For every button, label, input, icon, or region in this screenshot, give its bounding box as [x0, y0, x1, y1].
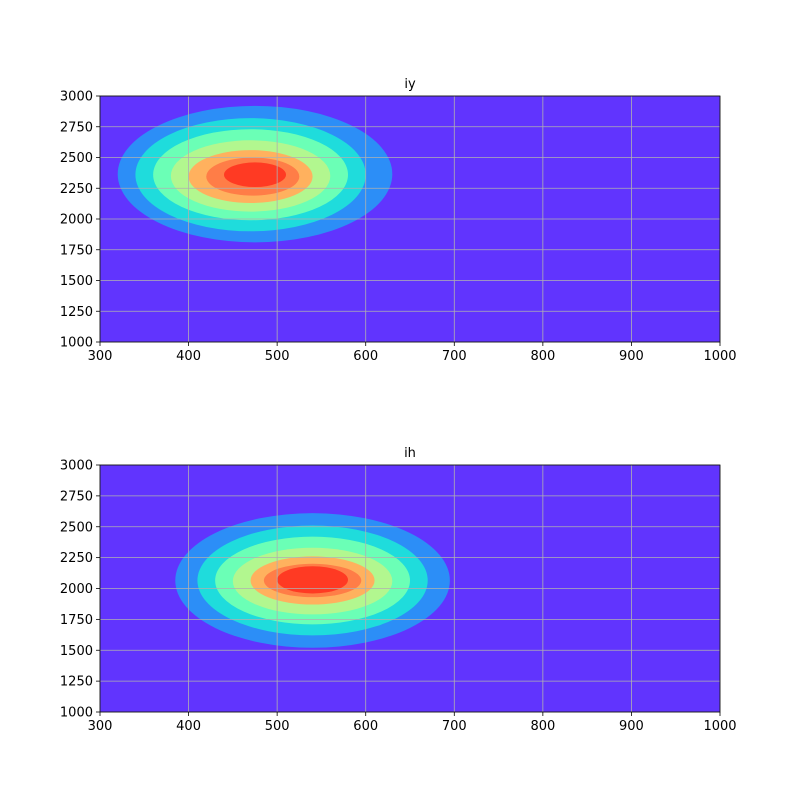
x-tick-label: 1000 — [703, 349, 736, 364]
x-tick-label: 900 — [619, 349, 644, 364]
y-tick-label: 1750 — [60, 243, 93, 258]
y-tick-label: 3000 — [60, 459, 93, 474]
y-tick-label: 1500 — [60, 644, 93, 659]
x-tick-label: 400 — [176, 349, 201, 364]
x-tick-label: 700 — [442, 349, 467, 364]
x-tick-label: 700 — [442, 719, 467, 734]
y-tick-label: 1500 — [60, 274, 93, 289]
x-tick-label: 500 — [265, 719, 290, 734]
x-tick-label: 300 — [88, 349, 113, 364]
contour-level-7 — [224, 162, 286, 188]
chart-iy: iy 300 400 500 600 700 800 900 1000 1000 1250 1500… — [60, 77, 737, 364]
x-tick-label: 300 — [88, 719, 113, 734]
y-tick-label: 1000 — [60, 706, 93, 721]
y-tick-label: 1250 — [60, 305, 93, 320]
chart-title: iy — [404, 77, 416, 92]
y-tick-label: 1750 — [60, 613, 93, 628]
chart-ih: ih 300 400 500 600 700 800 900 1000 1000 1250 1500… — [60, 446, 737, 734]
x-tick-label: 800 — [530, 349, 555, 364]
contour-level-7 — [277, 566, 349, 594]
x-tick-label: 600 — [353, 719, 378, 734]
y-tick-label: 2750 — [60, 489, 93, 504]
y-tick-label: 2000 — [60, 213, 93, 228]
chart-title: ih — [404, 446, 416, 461]
y-tick-label: 2250 — [60, 182, 93, 197]
y-tick-label: 2750 — [60, 120, 93, 135]
y-tick-label: 2500 — [60, 151, 93, 166]
x-tick-label: 600 — [353, 349, 378, 364]
x-tick-label: 900 — [619, 719, 644, 734]
x-tick-label: 800 — [530, 719, 555, 734]
y-tick-label: 3000 — [60, 90, 93, 105]
y-tick-label: 1000 — [60, 336, 93, 351]
y-tick-label: 2250 — [60, 551, 93, 566]
y-tick-label: 2000 — [60, 582, 93, 597]
x-tick-label: 400 — [176, 719, 201, 734]
x-tick-label: 1000 — [703, 719, 736, 734]
y-tick-label: 1250 — [60, 675, 93, 690]
y-tick-label: 2500 — [60, 520, 93, 535]
x-tick-label: 500 — [265, 349, 290, 364]
